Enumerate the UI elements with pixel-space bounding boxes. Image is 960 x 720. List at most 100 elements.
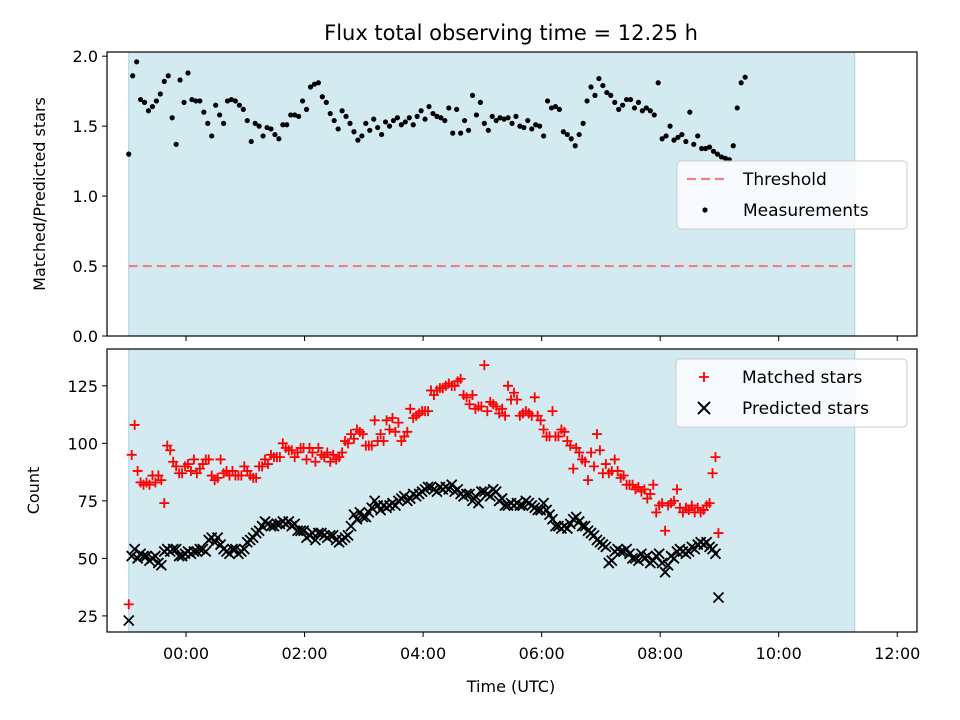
matched-stars-point [381,415,392,426]
matched-stars-point [405,403,416,414]
measurement-point [738,80,744,86]
measurement-point [185,70,191,76]
measurement-point [335,126,341,132]
legend-label: Matched stars [742,368,862,388]
predicted-stars-point [155,559,167,571]
measurement-point [544,98,551,104]
measurement-point [268,126,274,132]
measurement-point [710,148,717,154]
matched-stars-point [156,475,167,486]
measurement-point [284,122,290,128]
legend-matched-swatch [699,372,709,382]
measurement-point [714,151,721,157]
measurement-point [331,117,337,124]
predicted-stars-point [499,499,511,512]
matched-stars-point [402,426,413,437]
predicted-stars-point [615,545,627,558]
measurement-point [521,124,527,131]
bottom-legend: Matched stars Predicted stars [675,358,908,428]
bottom-panel-counts: 25 50 75 100 125 00:00 02:00 04:00 06:00 08:00 10:… [24,348,920,663]
matched-stars-point [535,415,546,426]
predicted-stars-point [200,545,212,558]
measurement-point [379,131,385,138]
predicted-stars-point [641,550,653,562]
predicted-stars-point [446,479,458,491]
measurement-point [639,108,645,114]
measurement-point [671,137,677,143]
predicted-stars-point [709,548,722,560]
matched-stars-point [378,436,389,447]
matched-stars-point [126,449,137,460]
top-y-tick-label: 0.5 [73,257,98,276]
matched-stars-point [594,445,605,456]
measurement-point [592,92,598,98]
predicted-stars-point [656,557,668,569]
measurement-point [612,99,618,105]
measurement-point [145,108,152,114]
matched-stars-point [348,433,359,444]
matched-stars-point [565,440,576,451]
measurement-point [157,91,163,97]
predicted-stars-point [606,555,618,567]
top-y-tick-label: 2.0 [73,47,98,66]
predicted-stars-point [137,550,150,562]
measurement-point [359,133,365,139]
measurement-point [422,116,428,122]
measurement-point [303,106,310,112]
predicted-stars-point [484,490,496,502]
measurement-point [703,145,709,152]
matched-stars-point [503,380,514,391]
measurement-point [517,123,523,129]
x-tick-label: 06:00 [519,644,565,663]
x-axis-label: Time (UTC) [466,677,555,696]
measurement-point [489,113,495,119]
matched-stars-point [390,426,401,437]
bottom-y-axis-label: Count [24,467,43,515]
measurement-point [217,112,223,118]
matched-stars-point [212,472,223,483]
top-series-0 [126,59,748,163]
measurement-point [730,143,736,149]
measurement-point [181,99,187,105]
measurement-point [248,138,254,145]
measurement-point [280,122,286,128]
measurement-point [513,113,519,119]
matched-stars-point [476,401,487,412]
matched-stars-point [704,498,715,509]
measurement-point [600,82,606,89]
predicted-stars-point [514,499,526,512]
x-tick-label: 12:00 [874,644,920,663]
measurement-point [497,115,503,121]
measurement-point [347,120,353,126]
measurement-point [659,136,665,142]
legend-predicted-swatch [697,401,711,415]
bottom-y-tick-label: 100 [67,434,98,453]
predicted-stars-point [469,490,482,502]
measurement-point [604,89,610,96]
matched-stars-point [559,426,570,437]
measurement-point [742,74,748,80]
measurement-point [576,131,582,138]
top-y-tick-label: 1.0 [73,187,98,206]
matched-stars-point [467,390,478,401]
measurement-point [465,127,472,133]
measurement-point [722,155,728,161]
x-tick-label: 02:00 [282,644,328,663]
measurement-point [718,154,725,160]
measurement-point [493,117,499,124]
matched-stars-point [464,399,475,410]
measurement-point [461,117,468,124]
x-tick-label: 00:00 [163,644,209,663]
measurement-point [564,131,570,138]
matched-stars-point [553,431,564,442]
matched-stars-point [710,452,721,463]
measurement-point [224,98,231,104]
predicted-stars-point [549,520,562,532]
matched-stars-point [618,470,629,481]
matched-stars-point [203,454,214,465]
matched-stars-point [375,429,386,440]
measurement-point [525,117,531,124]
x-tick-label: 08:00 [637,644,683,663]
bottom-y-tick-label: 25 [78,607,98,626]
measurement-point [663,133,669,139]
